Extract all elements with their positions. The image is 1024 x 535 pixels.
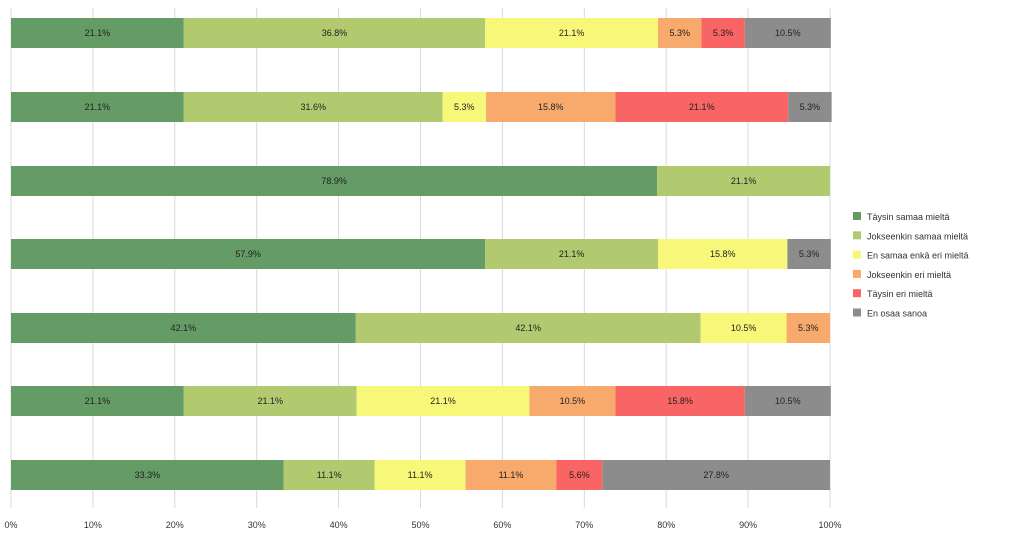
bar-segment xyxy=(556,460,603,490)
legend-label: Täysin samaa mieltä xyxy=(867,212,950,222)
data-label: 5.6% xyxy=(569,470,590,480)
data-label: 21.1% xyxy=(559,249,585,259)
data-label: 78.9% xyxy=(321,176,347,186)
bar-segment xyxy=(183,92,443,122)
bar-segment xyxy=(11,18,184,48)
legend-swatch xyxy=(853,289,861,298)
data-label: 15.8% xyxy=(667,396,693,406)
data-label: 21.1% xyxy=(85,28,111,38)
data-label: 57.9% xyxy=(235,249,261,259)
x-tick-label: 70% xyxy=(575,520,593,530)
bar-segment xyxy=(658,239,788,269)
bar-segment xyxy=(786,313,830,343)
data-label: 5.3% xyxy=(799,249,820,259)
data-label: 21.1% xyxy=(430,396,456,406)
x-tick-label: 90% xyxy=(739,520,757,530)
bar-segment xyxy=(374,460,466,490)
bar-segment xyxy=(183,18,486,48)
bar-segment xyxy=(183,386,357,416)
data-label: 21.1% xyxy=(559,28,585,38)
data-label: 15.8% xyxy=(710,249,736,259)
x-tick-label: 20% xyxy=(166,520,184,530)
x-tick-label: 40% xyxy=(330,520,348,530)
data-label: 21.1% xyxy=(689,102,715,112)
bar-segment xyxy=(11,92,184,122)
data-label: 21.1% xyxy=(85,102,111,112)
data-label: 10.5% xyxy=(775,396,801,406)
bar-segment xyxy=(744,18,831,48)
legend-swatch xyxy=(853,269,861,278)
data-label: 15.8% xyxy=(538,102,564,112)
data-label: 42.1% xyxy=(515,323,541,333)
bar-segment xyxy=(788,92,832,122)
data-label: 5.3% xyxy=(798,323,819,333)
data-label: 42.1% xyxy=(171,323,197,333)
bar-segment xyxy=(615,386,745,416)
bar-segment xyxy=(701,18,745,48)
data-label: 33.3% xyxy=(135,470,161,480)
data-label: 21.1% xyxy=(731,176,757,186)
data-label: 21.1% xyxy=(257,396,283,406)
bar-segment xyxy=(465,460,557,490)
bar-segment xyxy=(356,386,530,416)
legend-swatch xyxy=(853,231,861,240)
data-label: 11.1% xyxy=(499,470,524,480)
legend-swatch xyxy=(853,250,861,259)
bar-segment xyxy=(283,460,375,490)
bar-segment xyxy=(700,313,787,343)
bar-segment xyxy=(11,239,486,269)
x-tick-label: 60% xyxy=(493,520,511,530)
bar-segment xyxy=(658,18,702,48)
data-label: 27.8% xyxy=(703,470,729,480)
x-tick-label: 30% xyxy=(248,520,266,530)
data-label: 5.3% xyxy=(669,28,690,38)
x-tick-label: 50% xyxy=(411,520,429,530)
legend-label: Jokseenkin samaa mieltä xyxy=(867,231,968,241)
bar-segment xyxy=(442,92,487,122)
x-tick-label: 10% xyxy=(84,520,102,530)
data-label: 10.5% xyxy=(775,28,801,38)
data-label: 21.1% xyxy=(85,396,111,406)
bars: 21.1% 36.8% 21.1% 5.3% 5.3% 10.5% 21.1% 31.6% 5.… xyxy=(11,18,832,490)
data-label: 5.3% xyxy=(713,28,734,38)
data-label: 10.5% xyxy=(560,396,586,406)
x-axis: 0% 10% 20% 30% 40% 50% 60% 70% 80% 90% 100% xyxy=(4,520,841,530)
bar-segment xyxy=(787,239,831,269)
bar-segment xyxy=(11,166,658,196)
data-label: 11.1% xyxy=(317,470,342,480)
legend-label: Täysin eri mieltä xyxy=(867,289,933,299)
legend-swatch xyxy=(853,212,861,220)
bar-segment xyxy=(486,92,616,122)
bar-segment xyxy=(744,386,831,416)
bar-segment xyxy=(11,313,356,343)
data-label: 36.8% xyxy=(322,28,348,38)
data-label: 5.3% xyxy=(454,102,475,112)
bar-segment xyxy=(657,166,830,196)
data-label: 31.6% xyxy=(300,102,326,112)
bar-segment xyxy=(529,386,616,416)
legend-swatch xyxy=(853,308,861,317)
bar-segment xyxy=(355,313,701,343)
data-label: 5.3% xyxy=(800,102,821,112)
data-label: 10.5% xyxy=(731,323,757,333)
x-tick-label: 0% xyxy=(4,520,17,530)
legend: Täysin samaa mieltä Jokseenkin samaa miel… xyxy=(853,212,969,319)
bar-segment xyxy=(485,239,659,269)
data-label: 11.1% xyxy=(408,470,433,480)
legend-label: Jokseenkin eri mieltä xyxy=(867,270,951,280)
x-tick-label: 80% xyxy=(657,520,675,530)
bar-segment xyxy=(615,92,789,122)
bar-segment xyxy=(11,460,284,490)
legend-label: En osaa sanoa xyxy=(867,309,927,319)
bar-segment xyxy=(485,18,659,48)
bar-segment xyxy=(11,386,184,416)
legend-label: En samaa enkä eri mieltä xyxy=(867,251,969,261)
bar-segment xyxy=(602,460,830,490)
x-tick-label: 100% xyxy=(818,520,841,530)
